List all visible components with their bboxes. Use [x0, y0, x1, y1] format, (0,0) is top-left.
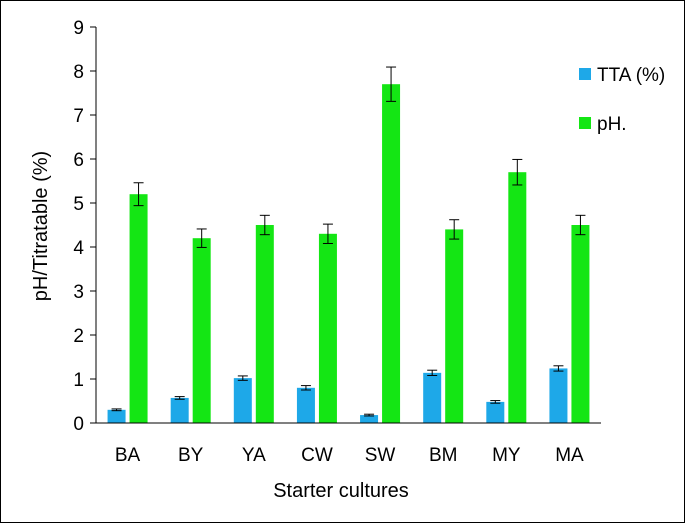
y-tick-label: 4	[73, 238, 84, 259]
y-tick-label: 0	[73, 414, 84, 435]
bars	[107, 84, 590, 423]
bar-tta-ya	[233, 378, 252, 423]
bar-ph-ya	[255, 225, 274, 423]
x-tick-label: BY	[178, 445, 204, 466]
y-tick-label: 7	[73, 106, 84, 127]
error-bars	[111, 66, 586, 417]
y-tick-label: 6	[73, 150, 84, 171]
y-tick-label: 1	[73, 370, 84, 391]
bar-ph-sw	[382, 84, 401, 423]
bar-tta-ma	[549, 368, 568, 423]
x-tick-label: MA	[555, 445, 584, 466]
bar-ph-by	[192, 238, 211, 423]
x-axis: BA BY YA CW SW BM MY MA	[115, 445, 584, 466]
bar-ph-ma	[571, 225, 590, 423]
legend-swatch	[579, 68, 591, 80]
bar-tta-by	[170, 397, 189, 423]
x-tick-label: SW	[365, 445, 396, 466]
y-tick-label: 3	[73, 282, 84, 303]
x-tick-label: MY	[492, 445, 521, 466]
bar-ph-my	[508, 172, 527, 423]
y-axis-label: pH/Titratable (%)	[30, 151, 52, 301]
y-tick-label: 5	[73, 194, 84, 215]
x-tick-label: BM	[429, 445, 458, 466]
x-tick-label: YA	[242, 445, 266, 466]
legend-swatch	[579, 117, 591, 129]
y-axis-title: pH/Titratable (%)	[30, 151, 52, 301]
y-axis: 0 1 2 3 4 5 6 7 8 9	[73, 18, 96, 435]
bar-ph-ba	[129, 194, 148, 423]
axes	[95, 27, 601, 424]
legend-label: pH.	[597, 114, 627, 135]
x-axis-label: Starter cultures	[273, 480, 409, 502]
x-tick-label: BA	[115, 445, 141, 466]
bar-ph-bm	[445, 229, 464, 423]
legend: TTA (%) pH.	[579, 65, 665, 135]
y-tick-label: 8	[73, 62, 84, 83]
bar-ph-cw	[318, 233, 337, 423]
bar-tta-cw	[296, 387, 315, 423]
bar-tta-my	[486, 401, 505, 423]
x-tick-label: CW	[301, 445, 333, 466]
bar-tta-ba	[107, 409, 126, 423]
bar-tta-sw	[360, 415, 379, 423]
legend-label: TTA (%)	[597, 65, 665, 86]
bar-tta-bm	[423, 372, 442, 423]
y-tick-label: 9	[73, 18, 84, 39]
y-tick-label: 2	[73, 326, 84, 347]
